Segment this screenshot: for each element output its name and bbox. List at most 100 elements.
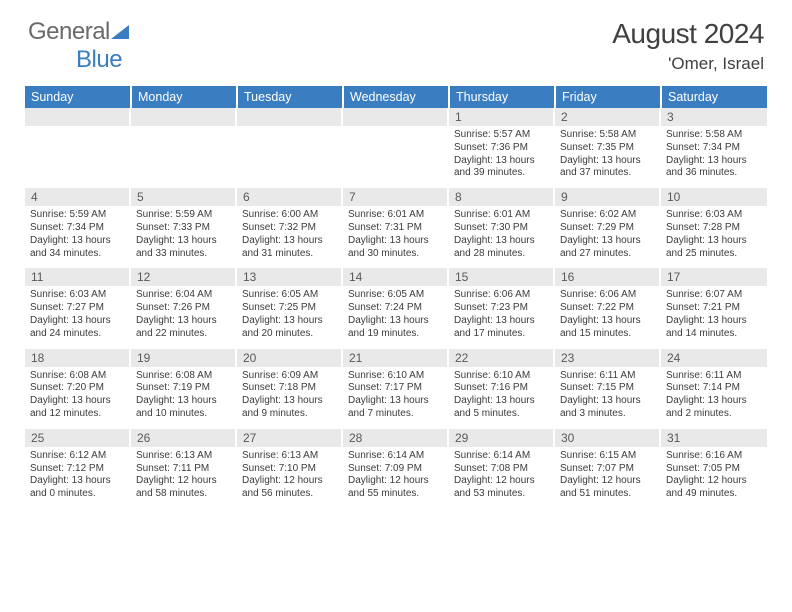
calendar-body: 1Sunrise: 5:57 AMSunset: 7:36 PMDaylight…	[25, 108, 767, 508]
daylight-line: Daylight: 13 hours and 33 minutes.	[136, 235, 217, 259]
sunrise-line: Sunrise: 6:03 AM	[666, 209, 742, 220]
day-body: Sunrise: 6:06 AMSunset: 7:22 PMDaylight:…	[555, 286, 661, 346]
sunset-line: Sunset: 7:19 PM	[136, 382, 210, 393]
sunrise-line: Sunrise: 6:05 AM	[242, 289, 318, 300]
daylight-line: Daylight: 12 hours and 51 minutes.	[560, 475, 641, 499]
day-body: Sunrise: 6:14 AMSunset: 7:09 PMDaylight:…	[343, 447, 449, 507]
calendar-cell: 21Sunrise: 6:10 AMSunset: 7:17 PMDayligh…	[343, 348, 449, 428]
day-number: 21	[343, 349, 449, 367]
day-body: Sunrise: 6:11 AMSunset: 7:14 PMDaylight:…	[661, 367, 767, 427]
sunrise-line: Sunrise: 6:08 AM	[30, 370, 106, 381]
calendar-cell	[131, 108, 237, 187]
day-number: 3	[661, 108, 767, 126]
day-body: Sunrise: 6:13 AMSunset: 7:10 PMDaylight:…	[237, 447, 343, 507]
daylight-line: Daylight: 13 hours and 30 minutes.	[348, 235, 429, 259]
daylight-line: Daylight: 13 hours and 5 minutes.	[454, 395, 535, 419]
daylight-line: Daylight: 13 hours and 28 minutes.	[454, 235, 535, 259]
day-number: 31	[661, 429, 767, 447]
sunrise-line: Sunrise: 6:03 AM	[30, 289, 106, 300]
day-body: Sunrise: 6:10 AMSunset: 7:16 PMDaylight:…	[449, 367, 555, 427]
daylight-line: Daylight: 13 hours and 0 minutes.	[30, 475, 111, 499]
sunrise-line: Sunrise: 6:04 AM	[136, 289, 212, 300]
month-title: August 2024	[612, 18, 764, 50]
calendar-cell: 19Sunrise: 6:08 AMSunset: 7:19 PMDayligh…	[131, 348, 237, 428]
day-number: 22	[449, 349, 555, 367]
location: 'Omer, Israel	[612, 54, 764, 74]
calendar-cell: 6Sunrise: 6:00 AMSunset: 7:32 PMDaylight…	[237, 187, 343, 267]
sunset-line: Sunset: 7:20 PM	[30, 382, 104, 393]
day-body: Sunrise: 6:06 AMSunset: 7:23 PMDaylight:…	[449, 286, 555, 346]
calendar-cell: 25Sunrise: 6:12 AMSunset: 7:12 PMDayligh…	[25, 428, 131, 508]
sunrise-line: Sunrise: 6:07 AM	[666, 289, 742, 300]
weekday-thursday: Thursday	[449, 86, 555, 108]
daylight-line: Daylight: 12 hours and 55 minutes.	[348, 475, 429, 499]
sunrise-line: Sunrise: 6:02 AM	[560, 209, 636, 220]
day-number: 18	[25, 349, 131, 367]
calendar-cell: 22Sunrise: 6:10 AMSunset: 7:16 PMDayligh…	[449, 348, 555, 428]
day-body: Sunrise: 6:15 AM Sunset: 7:07 PMDaylight:…	[555, 447, 661, 507]
day-number: 17	[661, 268, 767, 286]
sunrise-line: Sunrise: 6:01 AM	[348, 209, 424, 220]
sunset-line: Sunset: 7:15 PM	[560, 382, 634, 393]
calendar-row: 18 Sunrise: 6:08 AMSunset: 7:20 PM Dayligh…	[25, 348, 767, 428]
sunset-line: Sunset: 7:24 PM	[348, 302, 422, 313]
weekday-monday: Monday	[131, 86, 237, 108]
calendar-cell: 24Sunrise: 6:11 AMSunset: 7:14 PMDayligh…	[661, 348, 767, 428]
day-number	[237, 108, 343, 126]
calendar-table: SundayMondayTuesdayWednesdayThursdayFrid…	[25, 86, 767, 509]
day-body	[131, 126, 237, 184]
day-number: 16	[555, 268, 661, 286]
day-number: 12	[131, 268, 237, 286]
calendar-cell: 15Sunrise: 6:06 AMSunset: 7:23 PMDayligh…	[449, 267, 555, 347]
sunrise-line: Sunrise: 5:58 AM	[666, 129, 742, 140]
sunrise-line: Sunrise: 5:58 AM	[560, 129, 636, 140]
day-number	[25, 108, 131, 126]
calendar-cell: 13Sunrise: 6:05 AMSunset: 7:25 PMDayligh…	[237, 267, 343, 347]
sunset-line: Sunset: 7:23 PM	[454, 302, 528, 313]
daylight-line: Daylight: 13 hours and 31 minutes.	[242, 235, 323, 259]
sunrise-line: Sunrise: 6:13 AM	[136, 450, 212, 461]
day-number: 24	[661, 349, 767, 367]
sunrise-line: Sunrise: 6:15 AM	[560, 450, 636, 461]
sunset-line: Sunset: 7:36 PM	[454, 142, 528, 153]
daylight-line: Daylight: 13 hours and 15 minutes.	[560, 315, 641, 339]
calendar-head: SundayMondayTuesdayWednesdayThursdayFrid…	[25, 86, 767, 108]
daylight-line: Daylight: 12 hours and 56 minutes.	[242, 475, 323, 499]
sunset-line: Sunset: 7:30 PM	[454, 222, 528, 233]
daylight-line: Daylight: 13 hours and 19 minutes.	[348, 315, 429, 339]
calendar-row: 25Sunrise: 6:12 AMSunset: 7:12 PMDayligh…	[25, 428, 767, 508]
day-body: Sunrise: 6:04 AMSunset: 7:26 PMDaylight:…	[131, 286, 237, 346]
sunrise-line: Sunrise: 6:06 AM	[560, 289, 636, 300]
sunset-line: Sunset: 7:17 PM	[348, 382, 422, 393]
calendar-cell: 31Sunrise: 6:16 AMSunset: 7:05 PMDayligh…	[661, 428, 767, 508]
sunset-line: Sunset: 7:29 PM	[560, 222, 634, 233]
calendar-cell: 11Sunrise: 6:03 AMSunset: 7:27 PMDayligh…	[25, 267, 131, 347]
calendar-cell: 8Sunrise: 6:01 AMSunset: 7:30 PMDaylight…	[449, 187, 555, 267]
calendar-cell	[343, 108, 449, 187]
calendar-cell: 9Sunrise: 6:02 AMSunset: 7:29 PMDaylight…	[555, 187, 661, 267]
day-number: 7	[343, 188, 449, 206]
calendar-cell: 23Sunrise: 6:11 AMSunset: 7:15 PMDayligh…	[555, 348, 661, 428]
calendar-cell: 5Sunrise: 5:59 AMSunset: 7:33 PMDaylight…	[131, 187, 237, 267]
daylight-line: Daylight: 13 hours and 25 minutes.	[666, 235, 747, 259]
sunset-line: Sunset: 7:14 PM	[666, 382, 740, 393]
day-body: Sunrise: 6:00 AMSunset: 7:32 PMDaylight:…	[237, 206, 343, 266]
day-number: 15	[449, 268, 555, 286]
day-body: Sunrise: 6:09 AMSunset: 7:18 PMDaylight:…	[237, 367, 343, 427]
day-body: Sunrise: 6:01 AMSunset: 7:30 PMDaylight:…	[449, 206, 555, 266]
sunset-line: Sunset: 7:18 PM	[242, 382, 316, 393]
calendar-row: 1Sunrise: 5:57 AMSunset: 7:36 PMDaylight…	[25, 108, 767, 187]
calendar-row: 11Sunrise: 6:03 AMSunset: 7:27 PMDayligh…	[25, 267, 767, 347]
sunrise-line: Sunrise: 6:10 AM	[348, 370, 424, 381]
day-number: 1	[449, 108, 555, 126]
sunset-line: Sunset: 7:25 PM	[242, 302, 316, 313]
sunrise-line: Sunrise: 6:16 AM	[666, 450, 742, 461]
sunset-line: Sunset: 7:07 PM	[560, 463, 634, 474]
day-body	[237, 126, 343, 184]
sunset-line: Sunset: 7:11 PM	[136, 463, 209, 474]
day-number	[343, 108, 449, 126]
sunset-line: Sunset: 7:08 PM	[454, 463, 528, 474]
calendar-cell: 16Sunrise: 6:06 AMSunset: 7:22 PMDayligh…	[555, 267, 661, 347]
sunset-line: Sunset: 7:34 PM	[666, 142, 740, 153]
day-number: 10	[661, 188, 767, 206]
